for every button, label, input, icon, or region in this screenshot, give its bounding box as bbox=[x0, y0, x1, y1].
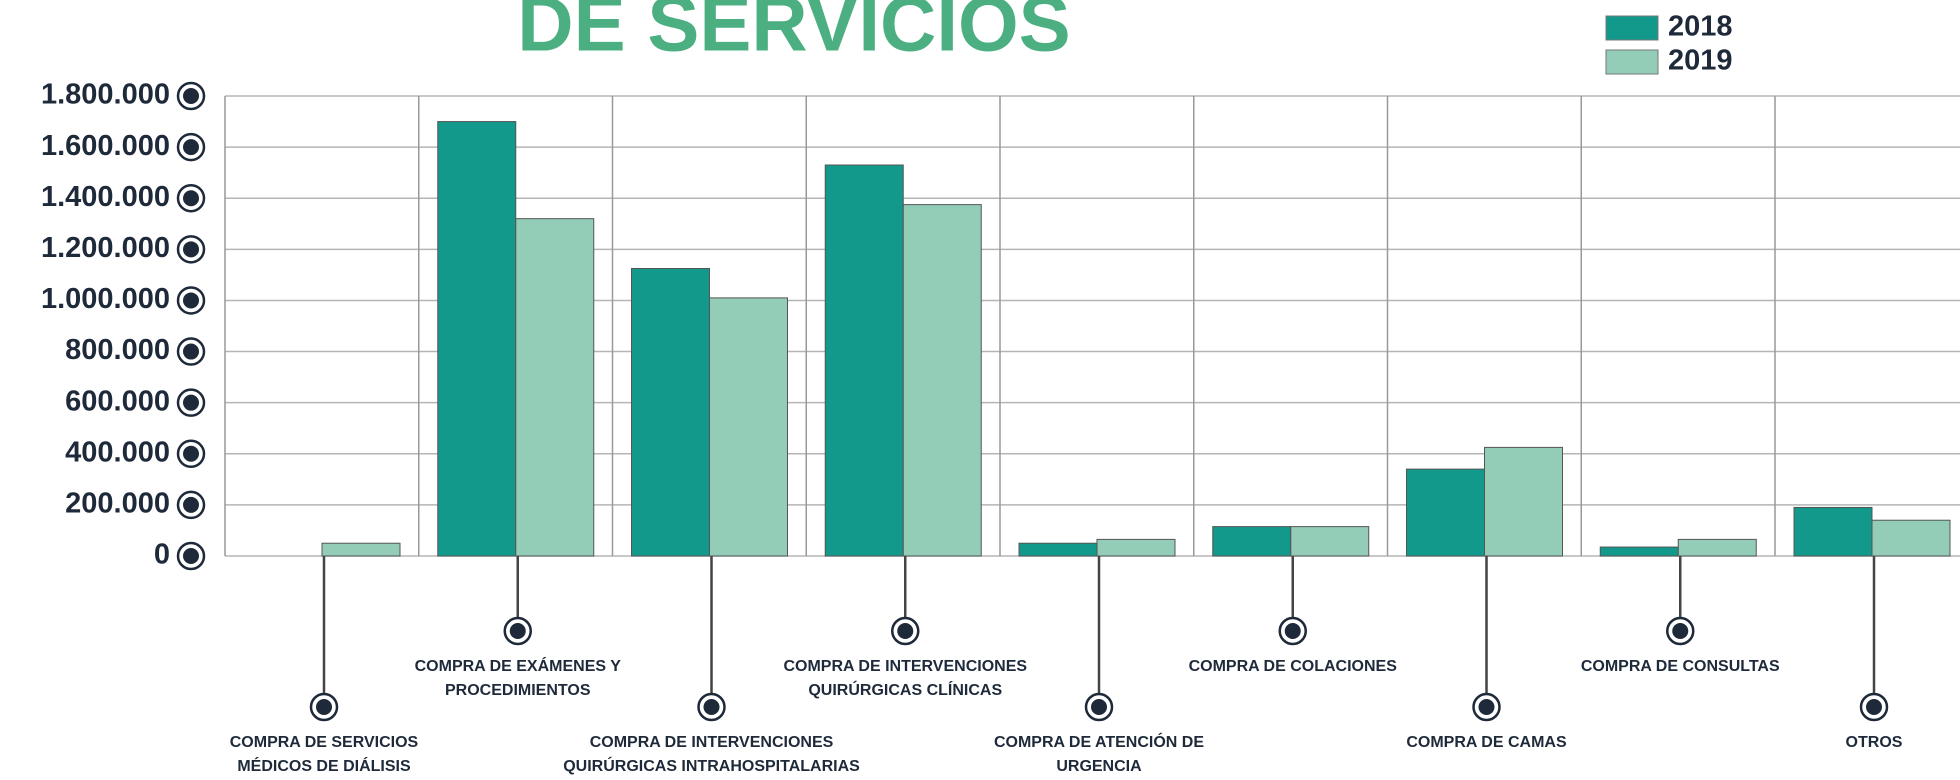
bar bbox=[1096, 538, 1176, 557]
category-marker-center bbox=[1866, 699, 1882, 715]
legend-swatch bbox=[1605, 49, 1659, 75]
y-tick-marker-center bbox=[183, 343, 199, 360]
y-tick-label: 200.000 bbox=[65, 488, 170, 520]
bar bbox=[1018, 542, 1098, 557]
category-marker-center bbox=[897, 623, 914, 639]
bar bbox=[1871, 519, 1951, 557]
category-marker-center bbox=[1672, 623, 1689, 639]
y-tick-label: 1.000.000 bbox=[41, 283, 170, 315]
bar bbox=[1212, 526, 1292, 557]
x-tick-label: COMPRA DE CONSULTAS bbox=[1580, 658, 1780, 675]
y-tick-marker-center bbox=[183, 139, 199, 156]
category-marker-center bbox=[1091, 699, 1107, 715]
y-tick-label: 0 bbox=[154, 539, 170, 571]
y-tick-marker-center bbox=[183, 394, 199, 411]
y-tick-label: 600.000 bbox=[65, 385, 170, 417]
y-tick-marker-center bbox=[183, 445, 199, 462]
x-tick-label: COMPRA DE EXÁMENES Y PROCEDIMIENTOS bbox=[414, 658, 621, 699]
y-tick-marker-center bbox=[183, 548, 199, 564]
bar bbox=[824, 164, 904, 557]
bar bbox=[902, 204, 982, 557]
x-tick-label: COMPRA DE COLACIONES bbox=[1188, 658, 1397, 675]
y-tick-label: 400.000 bbox=[65, 436, 170, 468]
y-tick-label: 800.000 bbox=[65, 334, 170, 366]
bar bbox=[515, 218, 595, 557]
bar bbox=[709, 297, 788, 557]
category-marker-center bbox=[509, 623, 526, 639]
bar bbox=[1793, 506, 1873, 557]
bar bbox=[631, 268, 710, 557]
x-tick-label: OTROS bbox=[1845, 734, 1903, 751]
bar bbox=[1484, 446, 1563, 557]
x-tick-label: COMPRA DE CAMAS bbox=[1406, 734, 1567, 751]
x-tick-label: COMPRA DE INTERVENCIONES QUIRÚRGICAS INT… bbox=[563, 734, 860, 775]
y-tick-marker-center bbox=[183, 190, 199, 207]
category-marker-center bbox=[316, 699, 332, 715]
category-marker-center bbox=[703, 699, 720, 715]
x-tick-label: COMPRA DE SERVICIOS MÉDICOS DE DIÁLISIS bbox=[229, 734, 419, 775]
y-tick-label: 1.400.000 bbox=[41, 181, 170, 213]
chart-title: DE SERVICIOS bbox=[517, 0, 1070, 68]
y-tick-marker-center bbox=[183, 241, 199, 258]
bar bbox=[1677, 538, 1757, 557]
bar bbox=[1406, 468, 1485, 557]
y-tick-label: 1.200.000 bbox=[41, 232, 170, 264]
category-marker-center bbox=[1284, 623, 1301, 639]
x-tick-label: COMPRA DE INTERVENCIONES QUIRÚRGICAS CLÍ… bbox=[783, 658, 1028, 699]
legend-swatch bbox=[1605, 15, 1659, 41]
bar bbox=[1599, 546, 1679, 557]
bar bbox=[1290, 526, 1370, 557]
y-tick-label: 1.600.000 bbox=[41, 130, 170, 162]
y-tick-marker-center bbox=[183, 88, 199, 104]
category-marker-center bbox=[1478, 699, 1495, 715]
bar bbox=[437, 121, 517, 557]
legend-label: 2018 bbox=[1668, 11, 1733, 43]
y-tick-label: 1.800.000 bbox=[41, 79, 170, 111]
x-tick-label: COMPRA DE ATENCIÓN DE URGENCIA bbox=[993, 734, 1205, 775]
legend-label: 2019 bbox=[1668, 45, 1733, 77]
y-tick-marker-center bbox=[183, 496, 199, 513]
bar bbox=[321, 542, 401, 557]
y-tick-marker-center bbox=[183, 292, 199, 309]
